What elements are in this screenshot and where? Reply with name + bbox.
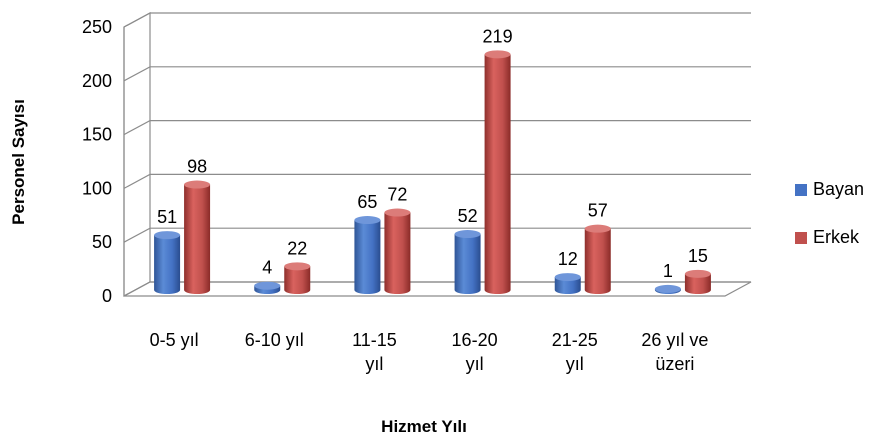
gridline xyxy=(123,12,751,28)
category-label-line: 26 yıl ve xyxy=(641,330,708,350)
bar-cap xyxy=(254,281,281,290)
data-label: 219 xyxy=(483,26,513,46)
category-label: 16-20 yıl xyxy=(452,330,498,374)
bar-body xyxy=(354,220,381,294)
y-tick-label: 0 xyxy=(102,286,112,306)
bar-bayan xyxy=(454,230,481,294)
data-label: 15 xyxy=(688,246,708,266)
bar-cap xyxy=(354,216,381,225)
bar-cap xyxy=(184,180,211,189)
legend-swatch xyxy=(795,184,807,196)
category-label-line: 11-15 xyxy=(352,330,397,350)
gridline xyxy=(123,227,751,243)
data-label: 57 xyxy=(588,201,608,221)
category-label: 11-15 yıl xyxy=(352,330,397,374)
bar-erkek xyxy=(484,50,511,294)
legend-item-bayan: Bayan xyxy=(795,179,864,199)
y-axis-title: Personel Sayısı xyxy=(9,99,28,225)
side-wall xyxy=(123,11,151,298)
y-tick-label: 50 xyxy=(92,232,112,252)
category-label-line: 21-25 xyxy=(552,330,598,350)
gridline xyxy=(123,173,751,189)
data-label: 51 xyxy=(157,207,177,227)
bar-cap xyxy=(584,224,611,233)
data-label: 65 xyxy=(357,192,377,212)
bar-body xyxy=(184,184,211,294)
category-label: 6-10 yıl xyxy=(245,330,304,350)
bar-body xyxy=(154,235,181,294)
bar-body xyxy=(384,212,411,294)
data-label: 52 xyxy=(458,206,478,226)
bar-cap xyxy=(654,284,681,293)
y-axis-tick-labels: 0 50 100 150 200 250 xyxy=(82,17,112,306)
bar-cap xyxy=(484,50,511,59)
bar-body xyxy=(284,266,311,294)
y-tick-label: 100 xyxy=(82,178,112,198)
bar-bayan xyxy=(654,284,681,294)
legend-item-erkek: Erkek xyxy=(795,227,860,247)
bar-bayan xyxy=(354,216,381,294)
bar-cap xyxy=(154,231,181,240)
gridline xyxy=(123,66,751,82)
y-tick-label: 200 xyxy=(82,71,112,91)
chart-walls xyxy=(123,11,752,298)
bar-erkek xyxy=(684,269,711,294)
data-label: 72 xyxy=(387,185,407,205)
legend: Bayan Erkek xyxy=(795,179,864,247)
bar-bayan xyxy=(554,273,581,294)
data-label: 22 xyxy=(287,238,307,258)
bar-cap xyxy=(384,208,411,217)
bar-cap xyxy=(454,230,481,239)
bar-body xyxy=(484,54,511,294)
bar-body xyxy=(584,228,611,294)
gridline xyxy=(123,119,751,136)
gridline xyxy=(123,281,751,297)
category-label: 21-25 yıl xyxy=(552,330,598,374)
bar-cap xyxy=(554,273,581,282)
bar-bayan xyxy=(254,281,281,294)
category-label-line: yıl xyxy=(466,354,484,374)
y-tick-label: 250 xyxy=(82,17,112,37)
data-label: 1 xyxy=(663,261,673,281)
bar-erkek xyxy=(184,180,211,294)
category-label-line: üzeri xyxy=(655,354,694,374)
category-label: 0-5 yıl xyxy=(150,330,199,350)
bar-cap xyxy=(284,262,311,271)
legend-label: Erkek xyxy=(813,227,860,247)
bar-body xyxy=(454,234,481,294)
data-label: 12 xyxy=(558,249,578,269)
bars xyxy=(154,50,711,294)
y-tick-label: 150 xyxy=(82,125,112,145)
bar-erkek xyxy=(284,262,311,294)
bar-erkek xyxy=(584,224,611,294)
category-label: 26 yıl ve üzeri xyxy=(641,330,708,374)
category-label-line: 6-10 yıl xyxy=(245,330,304,350)
gridlines xyxy=(123,12,751,297)
bar-body xyxy=(684,273,711,294)
category-label-line: yıl xyxy=(566,354,584,374)
legend-label: Bayan xyxy=(813,179,864,199)
bar-bayan xyxy=(154,231,181,294)
category-label-line: yıl xyxy=(365,354,383,374)
category-label-line: 0-5 yıl xyxy=(150,330,199,350)
bar-cap xyxy=(684,269,711,278)
x-axis-title: Hizmet Yılı xyxy=(381,417,467,436)
data-label: 98 xyxy=(187,157,207,177)
category-label-line: 16-20 xyxy=(452,330,498,350)
data-label: 4 xyxy=(262,258,272,278)
legend-swatch xyxy=(795,232,807,244)
bar-erkek xyxy=(384,208,411,294)
data-labels: 51 98 4 22 65 72 52 219 12 57 1 15 xyxy=(157,26,708,281)
bar-body xyxy=(554,277,581,294)
